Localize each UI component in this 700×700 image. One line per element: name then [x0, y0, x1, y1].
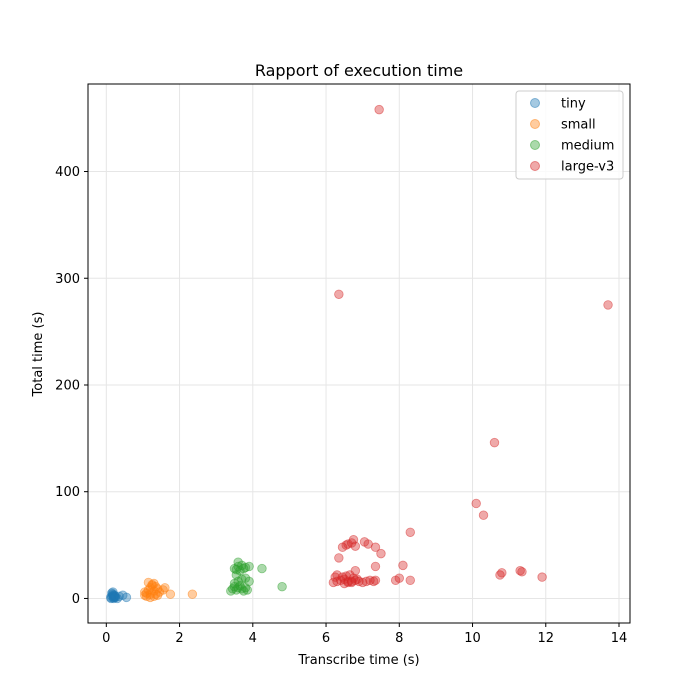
point-medium — [244, 561, 254, 572]
point-small — [149, 591, 159, 602]
point-medium — [277, 582, 287, 592]
legend-label-medium: medium — [561, 139, 614, 154]
point-large-v3 — [517, 567, 527, 577]
x-tick-label: 14 — [611, 631, 628, 646]
x-tick-label: 6 — [322, 631, 330, 646]
y-tick-label: 100 — [55, 485, 80, 500]
point-large-v3 — [339, 578, 350, 589]
y-tick-label: 200 — [55, 378, 80, 393]
point-large-v3 — [334, 553, 344, 563]
plot-frame — [87, 83, 631, 624]
y-axis-label: Total time (s) — [31, 312, 46, 398]
legend-marker-medium — [530, 140, 540, 150]
legend-label-large-v3: large-v3 — [561, 160, 614, 175]
point-small — [145, 592, 155, 603]
chart-title: Rapport of execution time — [255, 61, 463, 80]
point-large-v3 — [334, 289, 344, 299]
point-medium — [240, 562, 251, 573]
legend-label-small: small — [561, 118, 596, 133]
point-large-v3 — [478, 510, 489, 520]
point-large-v3 — [370, 561, 381, 572]
point-small — [187, 589, 198, 599]
point-medium — [244, 576, 254, 587]
point-large-v3 — [343, 577, 353, 588]
y-tick-label: 300 — [55, 272, 80, 287]
point-small — [160, 583, 170, 593]
point-tiny — [121, 592, 132, 603]
data-points — [106, 104, 613, 604]
point-large-v3 — [405, 575, 415, 586]
y-tick-label: 0 — [72, 592, 80, 607]
point-large-v3 — [332, 570, 342, 580]
point-tiny — [114, 591, 124, 602]
point-large-v3 — [365, 575, 375, 586]
point-large-v3 — [398, 560, 408, 571]
legend-label-tiny: tiny — [561, 97, 586, 112]
point-medium — [242, 585, 253, 595]
legend-marker-small — [530, 119, 540, 129]
x-tick-label: 4 — [249, 631, 257, 646]
point-medium — [233, 557, 243, 567]
x-tick-label: 2 — [175, 631, 183, 646]
point-small — [165, 589, 176, 599]
point-large-v3 — [370, 575, 381, 586]
x-axis-label: Transcribe time (s) — [297, 653, 419, 668]
point-large-v3 — [405, 527, 415, 537]
point-large-v3 — [471, 498, 481, 509]
point-large-v3 — [361, 576, 372, 587]
legend-marker-large-v3 — [530, 161, 540, 171]
point-large-v3 — [489, 437, 500, 448]
point-small — [143, 577, 154, 588]
legend-marker-tiny — [530, 98, 540, 108]
point-large-v3 — [374, 104, 384, 115]
point-large-v3 — [603, 300, 613, 310]
x-tick-label: 8 — [395, 631, 403, 646]
x-tick-label: 0 — [102, 631, 110, 646]
axis-ticks: 0 2 4 6 8 10 12 14 0 100 200 300 400 — [55, 165, 627, 646]
point-large-v3 — [350, 541, 361, 551]
point-large-v3 — [328, 577, 339, 588]
point-large-v3 — [346, 576, 357, 587]
legend-box — [515, 90, 624, 180]
point-large-v3 — [376, 548, 386, 559]
x-tick-label: 10 — [464, 631, 481, 646]
y-tick-label: 400 — [55, 165, 80, 180]
legend: tiny small medium large-v3 — [515, 90, 624, 180]
point-medium — [257, 563, 267, 574]
point-large-v3 — [350, 566, 361, 576]
point-medium — [240, 573, 251, 583]
point-large-v3 — [394, 573, 404, 583]
point-large-v3 — [537, 572, 547, 582]
point-large-v3 — [497, 568, 507, 578]
x-tick-label: 12 — [537, 631, 554, 646]
point-large-v3 — [357, 577, 368, 588]
point-large-v3 — [370, 542, 381, 552]
